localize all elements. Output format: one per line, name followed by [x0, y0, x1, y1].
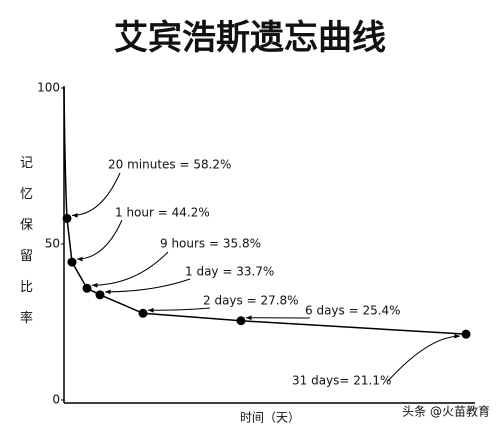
- arrow-head: [72, 213, 78, 218]
- data-label: 1 hour = 44.2%: [115, 206, 210, 220]
- data-label: 9 hours = 35.8%: [160, 237, 261, 251]
- point: [82, 283, 92, 293]
- annotation-arrow: [76, 219, 123, 260]
- curve-start: [63, 87, 68, 219]
- watermark: 头条 @火苗教育: [402, 404, 490, 419]
- point: [62, 213, 72, 223]
- point: [138, 308, 148, 318]
- annotation-arrow: [147, 307, 211, 311]
- arrow-head: [105, 289, 111, 295]
- point: [461, 329, 471, 339]
- y-tick-label: 0: [52, 393, 60, 407]
- data-label: 2 days = 27.8%: [203, 294, 299, 308]
- point: [236, 316, 246, 326]
- arrow-head: [246, 315, 252, 321]
- x-axis-label: 时间（天）: [240, 411, 300, 425]
- point: [95, 290, 105, 300]
- data-label: 1 day = 33.7%: [185, 265, 274, 279]
- data-label: 6 days = 25.4%: [305, 304, 401, 318]
- arrow-head: [454, 333, 460, 339]
- chart-title: 艾宾浩斯遗忘曲线: [114, 18, 386, 58]
- data-label: 31 days= 21.1%: [292, 374, 391, 388]
- point: [67, 257, 77, 267]
- data-label: 20 minutes = 58.2%: [108, 158, 231, 172]
- y-tick-label: 100: [37, 81, 60, 95]
- annotation-arrow: [91, 251, 169, 286]
- annotation-arrow: [104, 278, 191, 293]
- annotation-arrow: [387, 335, 461, 382]
- arrow-head: [148, 307, 154, 313]
- arrow-head: [92, 282, 98, 288]
- annotation-arrow: [71, 172, 121, 216]
- arrow-head: [77, 256, 83, 262]
- y-tick-label: 50: [45, 237, 60, 251]
- y-axis-label: 记忆保留比率: [20, 156, 34, 326]
